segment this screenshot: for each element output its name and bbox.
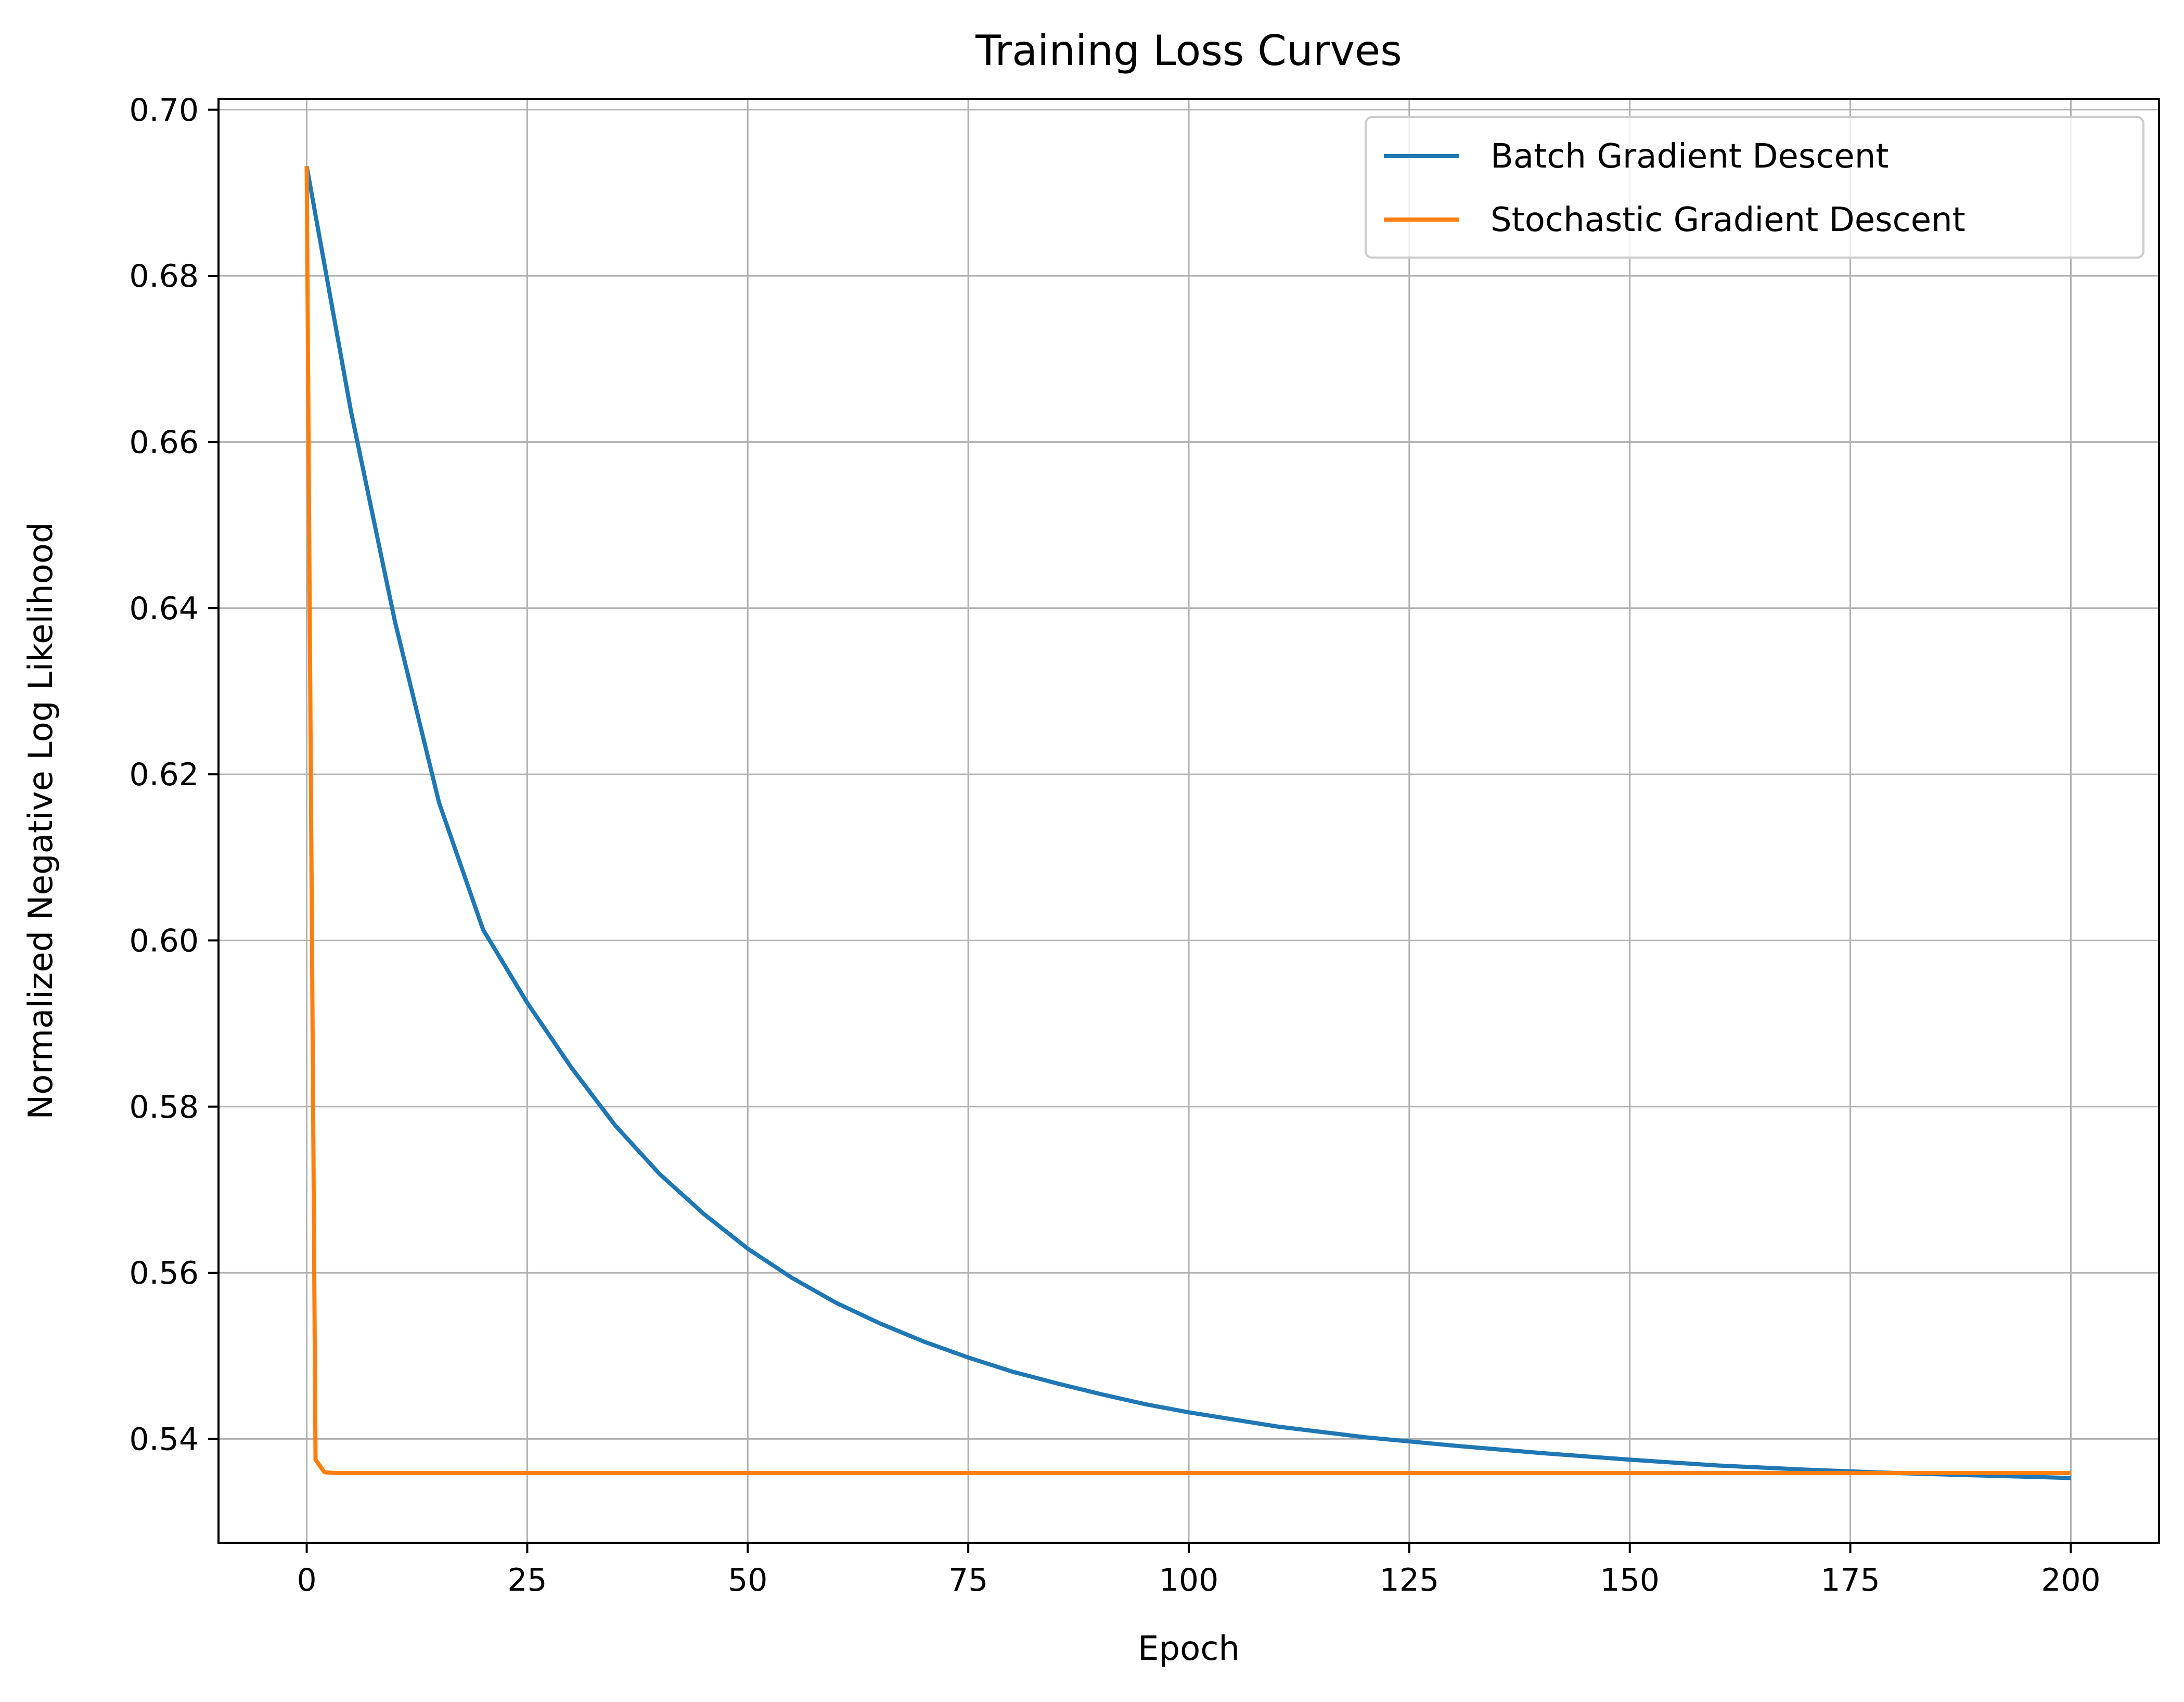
y-axis-ticks: 0.54 0.56 0.58 0.60 0.62 0.64 0.66 0.68 0.70 <box>129 92 219 1457</box>
x-tick-label: 75 <box>948 1562 988 1598</box>
y-tick-label: 0.70 <box>129 92 199 129</box>
series-line-0 <box>304 165 2071 1480</box>
data-series <box>304 165 2071 1480</box>
x-tick-label: 100 <box>1159 1562 1219 1598</box>
series-line-1 <box>304 166 2071 1475</box>
y-tick-label: 0.56 <box>129 1255 199 1291</box>
y-tick-label: 0.54 <box>129 1421 199 1457</box>
y-tick-label: 0.68 <box>129 258 199 295</box>
y-tick-label: 0.60 <box>129 923 199 959</box>
y-tick-label: 0.66 <box>129 424 199 460</box>
y-tick-label: 0.58 <box>129 1089 199 1125</box>
x-tick-label: 50 <box>728 1562 767 1598</box>
legend: Batch Gradient Descent Stochastic Gradien… <box>1365 116 2144 259</box>
y-axis-label: Normalized Negative Log Likelihood <box>22 522 60 1119</box>
y-tick-label: 0.62 <box>129 757 199 793</box>
y-tick-label: 0.64 <box>129 591 199 627</box>
x-axis-label: Epoch <box>1138 1630 1240 1668</box>
x-tick-label: 25 <box>507 1562 547 1598</box>
x-tick-label: 150 <box>1600 1562 1660 1598</box>
x-tick-label: 200 <box>2041 1562 2101 1598</box>
legend-box <box>1365 116 2144 259</box>
x-tick-label: 0 <box>297 1562 316 1598</box>
legend-label: Stochastic Gradient Descent <box>1491 201 1965 239</box>
chart-title: Training Loss Curves <box>975 27 1402 75</box>
x-tick-label: 125 <box>1380 1562 1440 1598</box>
x-axis-ticks: 0 25 50 75 100 125 150 175 200 <box>297 1543 2101 1598</box>
legend-label: Batch Gradient Descent <box>1491 137 1888 176</box>
x-tick-label: 175 <box>1820 1562 1880 1598</box>
grid-lines <box>219 99 2159 1543</box>
